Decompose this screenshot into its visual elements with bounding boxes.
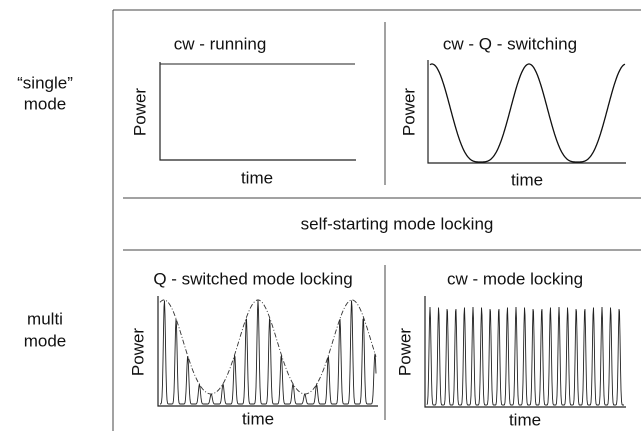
x-label: time: [509, 410, 541, 429]
x-label: time: [241, 168, 273, 187]
y-label: Power: [130, 88, 149, 137]
axes: [157, 296, 378, 407]
y-label: Power: [399, 88, 418, 137]
row-label: mode: [24, 94, 67, 113]
y-label: Power: [128, 328, 147, 377]
row-label: multi: [27, 309, 63, 328]
curve: [429, 63, 626, 163]
row-label: mode: [24, 331, 67, 350]
curve: [160, 299, 377, 405]
panel-title: cw - mode locking: [447, 269, 583, 288]
axes: [424, 296, 626, 408]
x-label: time: [242, 409, 274, 428]
x-label: time: [511, 170, 543, 189]
middle-label: self-starting mode locking: [301, 214, 494, 233]
panel-title: cw - Q - switching: [443, 34, 577, 53]
panel-title: cw - running: [174, 34, 267, 53]
envelope: [159, 299, 377, 395]
y-label: Power: [395, 328, 414, 377]
panel-title: Q - switched mode locking: [153, 269, 352, 288]
curve: [426, 306, 624, 406]
axes: [427, 60, 626, 164]
row-label: “single”: [17, 73, 73, 92]
axes: [159, 62, 356, 161]
